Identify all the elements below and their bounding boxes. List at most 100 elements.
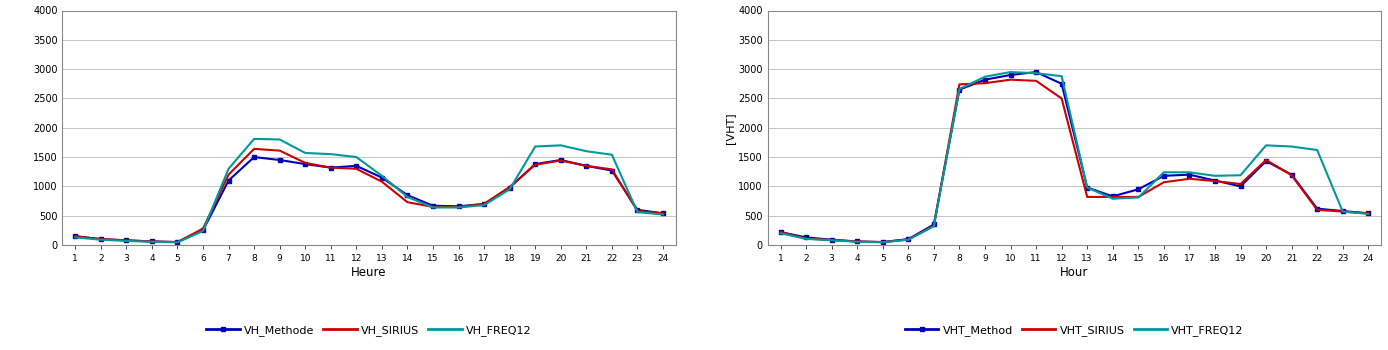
VHT_FREQ12: [926, 224, 942, 228]
VH_FREQ12: [655, 212, 672, 217]
VHT_Method: [1027, 70, 1044, 74]
VHT_FREQ12: [1258, 143, 1274, 147]
VHT_FREQ12: [1181, 170, 1198, 174]
VH_SIRIUS: [373, 180, 390, 184]
VHT_SIRIUS: [1233, 182, 1249, 186]
VHT_SIRIUS: [1130, 195, 1146, 199]
VHT_SIRIUS: [849, 239, 866, 244]
VHT_Method: [899, 237, 916, 241]
VH_Methode: [577, 164, 594, 168]
VH_SIRIUS: [629, 209, 645, 213]
VHT_SIRIUS: [1078, 195, 1095, 199]
VH_FREQ12: [552, 143, 569, 147]
VHT_Method: [1078, 186, 1095, 190]
VH_Methode: [629, 208, 645, 212]
VHT_FREQ12: [1309, 148, 1326, 152]
VHT_FREQ12: [899, 238, 916, 242]
VH_Methode: [67, 234, 83, 238]
VH_FREQ12: [425, 205, 441, 210]
VHT_FREQ12: [849, 240, 866, 244]
VH_FREQ12: [322, 152, 339, 156]
VHT_Method: [1105, 194, 1122, 198]
VHT_Method: [772, 230, 788, 234]
VH_SIRIUS: [348, 167, 365, 171]
VHT_SIRIUS: [1053, 96, 1070, 100]
VHT_SIRIUS: [1105, 195, 1122, 199]
VH_FREQ12: [373, 174, 390, 178]
VHT_FREQ12: [1105, 197, 1122, 201]
VH_SIRIUS: [246, 147, 262, 151]
VHT_FREQ12: [874, 240, 891, 244]
VH_SIRIUS: [400, 200, 416, 204]
VHT_SIRIUS: [1258, 158, 1274, 162]
VH_SIRIUS: [552, 159, 569, 163]
VH_FREQ12: [450, 205, 466, 210]
VH_FREQ12: [629, 210, 645, 214]
VH_SIRIUS: [67, 234, 83, 238]
VHT_FREQ12: [1156, 170, 1173, 174]
VH_SIRIUS: [93, 237, 110, 241]
VH_FREQ12: [577, 149, 594, 153]
VHT_Method: [977, 78, 994, 82]
VHT_FREQ12: [823, 238, 840, 243]
VHT_Method: [1309, 206, 1326, 211]
VHT_FREQ12: [798, 237, 815, 241]
Y-axis label: [VHT]: [VHT]: [726, 112, 736, 144]
VH_Methode: [221, 178, 237, 183]
VH_Methode: [271, 158, 287, 162]
VHT_SIRIUS: [977, 81, 994, 85]
VH_Methode: [552, 158, 569, 162]
VHT_Method: [926, 222, 942, 226]
VH_Methode: [246, 155, 262, 159]
Legend: VH_Methode, VH_SIRIUS, VH_FREQ12: VH_Methode, VH_SIRIUS, VH_FREQ12: [203, 321, 536, 341]
VH_Methode: [93, 237, 110, 241]
VHT_FREQ12: [1130, 195, 1146, 199]
VHT_FREQ12: [1002, 70, 1019, 74]
VH_Methode: [194, 228, 211, 232]
Line: VH_SIRIUS: VH_SIRIUS: [75, 149, 663, 242]
VHT_SIRIUS: [772, 230, 788, 234]
Line: VH_Methode: VH_Methode: [74, 155, 665, 244]
Line: VH_FREQ12: VH_FREQ12: [75, 139, 663, 242]
VH_SIRIUS: [118, 238, 135, 243]
VH_SIRIUS: [501, 185, 518, 189]
VH_FREQ12: [67, 235, 83, 239]
VH_SIRIUS: [194, 226, 211, 231]
VH_Methode: [348, 164, 365, 168]
VH_SIRIUS: [297, 161, 314, 165]
VH_Methode: [143, 239, 160, 244]
VH_Methode: [322, 166, 339, 170]
VH_Methode: [373, 175, 390, 180]
VHT_SIRIUS: [1309, 208, 1326, 212]
VH_SIRIUS: [450, 205, 466, 209]
VH_FREQ12: [400, 195, 416, 199]
Line: VHT_FREQ12: VHT_FREQ12: [780, 72, 1369, 242]
VH_FREQ12: [194, 229, 211, 233]
VH_SIRIUS: [476, 202, 493, 206]
VH_Methode: [169, 240, 186, 244]
VHT_FREQ12: [977, 75, 994, 79]
VH_FREQ12: [476, 203, 493, 207]
VH_SIRIUS: [577, 164, 594, 168]
VH_Methode: [297, 162, 314, 166]
VHT_Method: [1002, 73, 1019, 77]
VH_SIRIUS: [322, 166, 339, 170]
VHT_SIRIUS: [1360, 211, 1377, 216]
VH_SIRIUS: [425, 205, 441, 209]
VH_FREQ12: [297, 151, 314, 155]
Line: VHT_SIRIUS: VHT_SIRIUS: [780, 80, 1369, 242]
VH_FREQ12: [221, 167, 237, 171]
VH_FREQ12: [93, 238, 110, 242]
VH_SIRIUS: [143, 239, 160, 244]
VHT_SIRIUS: [1334, 210, 1351, 214]
VHT_SIRIUS: [823, 238, 840, 242]
Legend: VHT_Method, VHT_SIRIUS, VHT_FREQ12: VHT_Method, VHT_SIRIUS, VHT_FREQ12: [901, 321, 1248, 341]
VHT_FREQ12: [1233, 173, 1249, 177]
VH_FREQ12: [348, 155, 365, 159]
VHT_Method: [951, 88, 967, 92]
VHT_SIRIUS: [1002, 78, 1019, 82]
VH_Methode: [527, 162, 544, 166]
VHT_SIRIUS: [798, 237, 815, 241]
VH_FREQ12: [143, 240, 160, 244]
VHT_FREQ12: [1027, 71, 1044, 75]
